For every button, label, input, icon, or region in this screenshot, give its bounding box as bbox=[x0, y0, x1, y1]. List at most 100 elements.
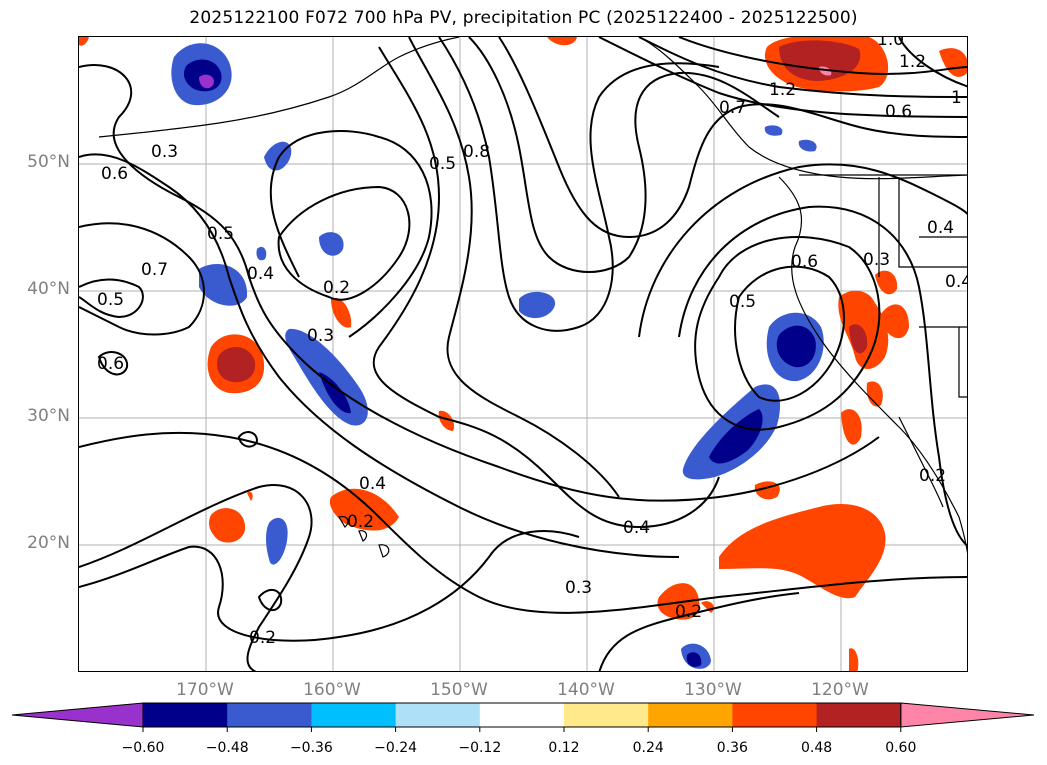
contour-label: 0.7 bbox=[141, 260, 168, 280]
contour-label: 1.2 bbox=[769, 80, 796, 100]
lat-label-50n: 50°N bbox=[27, 152, 70, 172]
pv-contour bbox=[277, 185, 411, 301]
colorbar-border bbox=[142, 702, 902, 728]
pv-contour bbox=[237, 431, 259, 448]
pv-contour bbox=[372, 46, 720, 529]
colorbar-segment bbox=[564, 703, 649, 727]
colorbar-tick-label: 0.36 bbox=[716, 740, 748, 756]
pv-contour bbox=[269, 130, 433, 338]
precip-positive-area bbox=[841, 409, 862, 445]
precip-positive-area bbox=[939, 48, 967, 77]
pv-contour bbox=[79, 153, 680, 558]
precip-positive-area bbox=[875, 270, 898, 295]
contour-label: 0.5 bbox=[729, 292, 756, 312]
precip-positive-area bbox=[547, 37, 577, 46]
contour-label: 0.3 bbox=[307, 326, 334, 346]
precip-negative-area bbox=[686, 652, 702, 667]
pv-contour bbox=[79, 530, 580, 642]
coastline-west-coast bbox=[778, 176, 967, 554]
colorbar-segment bbox=[227, 703, 312, 727]
precip-negative-area bbox=[519, 291, 556, 319]
precip-positive-area bbox=[209, 508, 246, 543]
lon-label-160w: 160°W bbox=[303, 680, 361, 700]
pv-contour bbox=[638, 163, 967, 338]
precip-negative-area bbox=[319, 232, 344, 256]
lon-label-140w: 140°W bbox=[557, 680, 615, 700]
lat-label-20n: 20°N bbox=[27, 533, 70, 553]
pv-contour bbox=[734, 265, 845, 402]
contour-label: 0.2 bbox=[323, 278, 350, 298]
contour-label: 0.8 bbox=[463, 142, 490, 162]
map-panel[interactable]: 0.3 0.6 0.5 0.7 0.4 0.5 0.6 0.8 0.5 0.2 … bbox=[78, 36, 968, 672]
pv-contour bbox=[79, 484, 313, 671]
colorbar-tick-label: −0.48 bbox=[205, 740, 249, 756]
pv-contour bbox=[678, 205, 967, 547]
precip-positive-area bbox=[849, 648, 859, 671]
contour-label: 0.3 bbox=[151, 142, 178, 162]
pv-contour bbox=[257, 588, 283, 612]
contour-label: 0.4 bbox=[623, 518, 650, 538]
precip-positive-area bbox=[719, 504, 886, 599]
colorbar-segments bbox=[11, 702, 1035, 732]
contour-label: 1.0 bbox=[877, 37, 904, 50]
pv-contour bbox=[678, 37, 967, 75]
precip-negative-area bbox=[199, 74, 214, 89]
pv-contours bbox=[79, 37, 967, 671]
contour-label: 0.2 bbox=[347, 512, 374, 532]
contour-label: 0.3 bbox=[863, 250, 890, 270]
pv-contour bbox=[638, 37, 967, 98]
precip-shading bbox=[79, 37, 967, 671]
contour-label: 0.6 bbox=[885, 102, 912, 122]
contour-label: 0.6 bbox=[791, 252, 818, 272]
pv-contour bbox=[694, 236, 881, 431]
precip-negative-area bbox=[256, 246, 267, 261]
precip-positive-area bbox=[217, 346, 256, 383]
border-us-mexico bbox=[919, 326, 967, 398]
precip-positive-area bbox=[849, 324, 868, 354]
precip-positive-area bbox=[879, 304, 909, 339]
colorbar-segment bbox=[143, 703, 228, 727]
map-canvas: 0.3 0.6 0.5 0.7 0.4 0.5 0.6 0.8 0.5 0.2 … bbox=[79, 37, 967, 671]
contour-label: 1.2 bbox=[899, 52, 926, 72]
precip-negative-area bbox=[798, 139, 817, 152]
contour-label: 1 bbox=[951, 88, 962, 108]
precip-positive-area bbox=[331, 297, 352, 328]
colorbar-segment bbox=[479, 703, 565, 727]
pv-contour bbox=[598, 592, 800, 671]
colorbar-tick-label: −0.36 bbox=[289, 740, 333, 756]
precip-positive-area bbox=[866, 381, 883, 407]
colorbar-tick-label: −0.60 bbox=[121, 740, 165, 756]
contour-label: 0.3 bbox=[565, 578, 592, 598]
contour-label: 0.5 bbox=[97, 290, 124, 310]
contour-label: 0.4 bbox=[927, 218, 954, 238]
colorbar-segment bbox=[395, 703, 481, 727]
contour-label: 0.6 bbox=[97, 354, 124, 374]
lat-label-40n: 40°N bbox=[27, 279, 70, 299]
coastline-alaska bbox=[98, 37, 460, 138]
pv-contour bbox=[79, 222, 205, 336]
precip-positive-area bbox=[438, 410, 455, 431]
lon-label-170w: 170°W bbox=[176, 680, 234, 700]
precip-negative-area bbox=[764, 125, 783, 136]
colorbar-extension-min bbox=[11, 702, 144, 728]
colorbar-tick-label: −0.12 bbox=[458, 740, 502, 756]
lon-label-150w: 150°W bbox=[430, 680, 488, 700]
lat-label-30n: 30°N bbox=[27, 406, 70, 426]
precip-positive-area bbox=[79, 37, 89, 46]
colorbar-tick-label: 0.48 bbox=[801, 740, 833, 756]
colorbar-tick-label: 0.60 bbox=[885, 740, 917, 756]
colorbar-segment bbox=[816, 703, 902, 727]
contour-label: 0.6 bbox=[101, 164, 128, 184]
contour-label: 0.2 bbox=[675, 602, 702, 622]
colorbar bbox=[11, 702, 1035, 732]
contour-label: 0.5 bbox=[429, 154, 456, 174]
pv-contour bbox=[408, 37, 620, 498]
contour-label: 0.5 bbox=[207, 224, 234, 244]
hawaii-islands bbox=[338, 516, 390, 558]
precip-negative-area bbox=[709, 409, 763, 464]
pv-contour bbox=[468, 37, 780, 273]
contour-label: 0.4 bbox=[359, 474, 386, 494]
pv-contour bbox=[79, 278, 144, 319]
colorbar-tick-label: 0.12 bbox=[548, 740, 580, 756]
lon-label-130w: 130°W bbox=[684, 680, 742, 700]
